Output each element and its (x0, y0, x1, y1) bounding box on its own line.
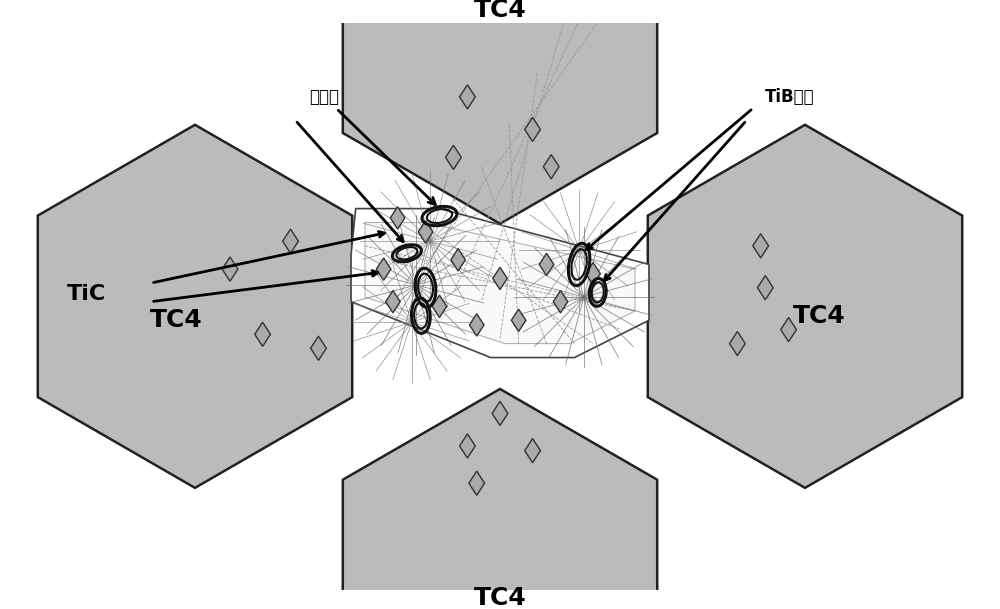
Text: 石墨烯: 石墨烯 (309, 88, 435, 205)
Polygon shape (469, 471, 485, 495)
Polygon shape (446, 146, 461, 169)
Polygon shape (418, 220, 433, 243)
Polygon shape (38, 125, 352, 488)
Polygon shape (525, 438, 540, 463)
Polygon shape (351, 209, 649, 357)
Polygon shape (648, 125, 962, 488)
Text: TC4: TC4 (474, 586, 526, 609)
Polygon shape (753, 234, 769, 258)
Polygon shape (586, 262, 600, 285)
Polygon shape (432, 295, 447, 317)
Polygon shape (525, 118, 540, 141)
Polygon shape (255, 322, 270, 347)
Polygon shape (343, 0, 657, 224)
Text: TC4: TC4 (793, 304, 845, 328)
Polygon shape (543, 155, 559, 179)
Text: TiC: TiC (67, 284, 106, 304)
Polygon shape (376, 258, 391, 280)
Polygon shape (781, 317, 796, 342)
Polygon shape (492, 401, 508, 426)
Polygon shape (730, 331, 745, 356)
Polygon shape (469, 314, 484, 336)
Polygon shape (511, 309, 526, 331)
Polygon shape (283, 229, 298, 253)
Polygon shape (390, 206, 405, 229)
Polygon shape (460, 85, 475, 109)
Polygon shape (757, 276, 773, 300)
Polygon shape (365, 222, 635, 343)
Polygon shape (311, 336, 326, 361)
Polygon shape (222, 257, 238, 281)
Polygon shape (460, 434, 475, 458)
Text: TC4: TC4 (150, 308, 203, 333)
Text: TC4: TC4 (474, 0, 526, 22)
Polygon shape (493, 267, 507, 290)
Text: TiB晶须: TiB晶须 (765, 88, 815, 106)
Polygon shape (539, 253, 554, 276)
Polygon shape (451, 248, 465, 271)
Polygon shape (343, 389, 657, 609)
Polygon shape (386, 290, 400, 313)
Polygon shape (553, 290, 568, 313)
